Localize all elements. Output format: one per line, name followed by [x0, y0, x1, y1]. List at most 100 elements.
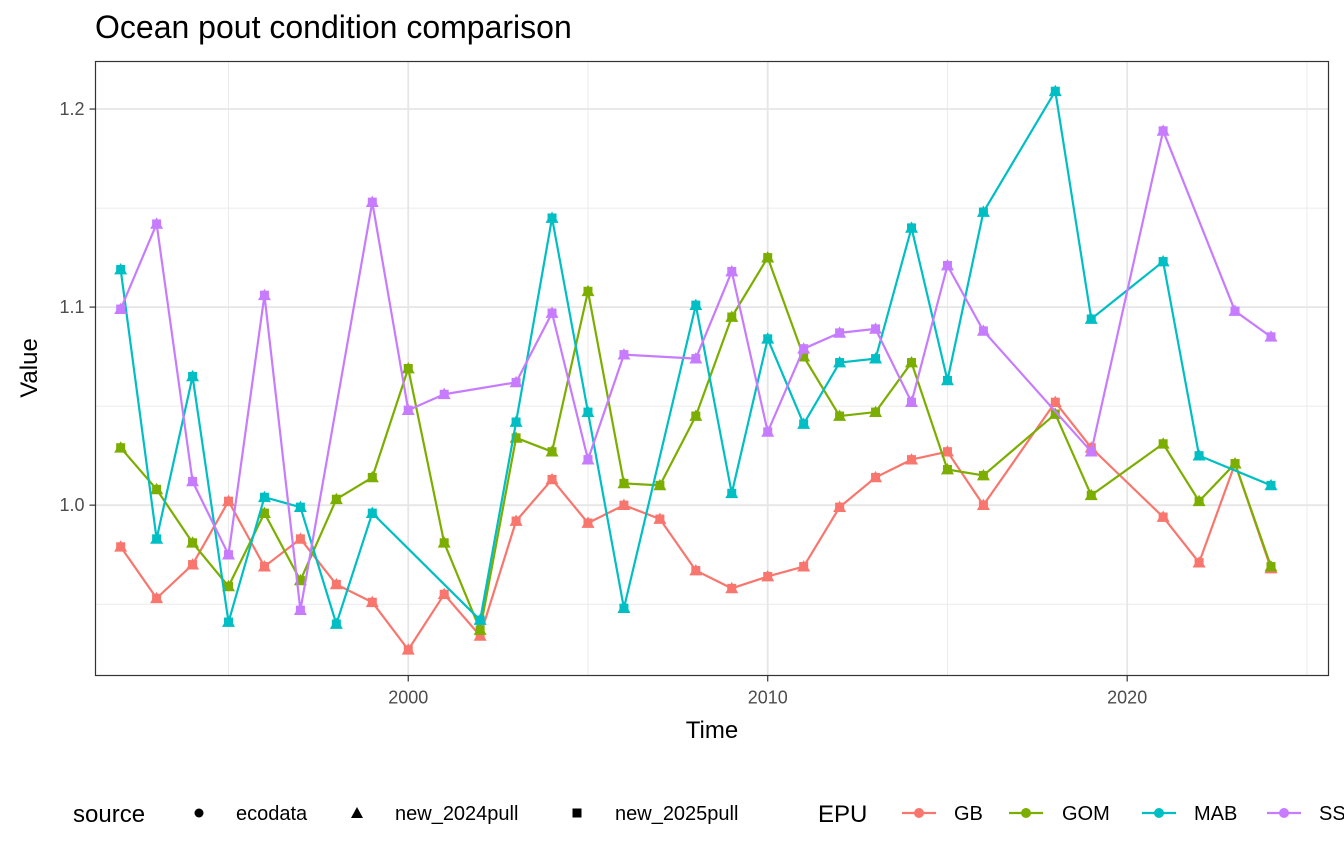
data-point-square — [295, 605, 305, 615]
data-point-square — [367, 197, 377, 207]
data-point-square — [547, 308, 557, 318]
data-point-square — [116, 542, 126, 552]
data-point-square — [439, 589, 449, 599]
data-point-square — [691, 354, 701, 364]
series-line-gb — [119, 401, 1273, 651]
y-axis-title: Value — [16, 338, 43, 398]
data-point-square — [978, 470, 988, 480]
data-point-square — [295, 502, 305, 512]
data-point-square — [1158, 257, 1168, 267]
legend-label: GB — [954, 803, 983, 825]
data-point-square — [942, 261, 952, 271]
legend-item-ecodata: ecodata — [194, 803, 308, 825]
legend-key-circle — [194, 808, 204, 818]
data-point-square — [1266, 480, 1276, 490]
data-point-square — [907, 397, 917, 407]
data-point-square — [152, 593, 162, 603]
data-point-square — [116, 304, 126, 314]
data-point-square — [655, 480, 665, 490]
data-point-square — [188, 538, 198, 548]
data-point-square — [403, 645, 413, 655]
data-point-square — [547, 213, 557, 223]
legend-epu-title: EPU — [818, 801, 867, 828]
legend-key-point — [914, 808, 924, 818]
data-point-square — [835, 411, 845, 421]
legend-label: MAB — [1194, 803, 1237, 825]
data-point-square — [547, 474, 557, 484]
legend-key-triangle — [351, 807, 363, 818]
legend-label: SS — [1319, 803, 1344, 825]
x-tick-label: 2010 — [748, 688, 788, 708]
data-point-square — [583, 518, 593, 528]
series-gb — [114, 395, 1278, 655]
data-point-square — [835, 358, 845, 368]
data-point-square — [116, 443, 126, 453]
legend-source-title: source — [73, 801, 145, 828]
data-point-square — [871, 407, 881, 417]
data-point-square — [331, 579, 341, 589]
legend-label: ecodata — [236, 803, 308, 825]
data-point-square — [1050, 86, 1060, 96]
x-tick-label: 2000 — [388, 688, 428, 708]
data-point-square — [691, 566, 701, 576]
data-point-square — [942, 465, 952, 475]
data-point-square — [978, 326, 988, 336]
legend-item-new_2025pull: new_2025pull — [572, 803, 738, 825]
data-point-square — [619, 478, 629, 488]
legend-item-gom: GOM — [1009, 803, 1110, 825]
data-point-square — [475, 631, 485, 641]
data-point-square — [799, 344, 809, 354]
data-point-square — [763, 571, 773, 581]
y-tick-label: 1.2 — [59, 99, 84, 119]
data-point-square — [835, 502, 845, 512]
data-point-square — [259, 492, 269, 502]
data-point-square — [188, 476, 198, 486]
data-point-square — [439, 389, 449, 399]
data-point-square — [871, 354, 881, 364]
data-point-square — [188, 371, 198, 381]
data-point-square — [907, 223, 917, 233]
data-point-square — [475, 625, 485, 635]
data-point-square — [619, 350, 629, 360]
data-point-square — [367, 597, 377, 607]
data-point-square — [1194, 451, 1204, 461]
data-point-square — [727, 312, 737, 322]
data-point-square — [367, 508, 377, 518]
data-point-square — [1158, 126, 1168, 136]
data-point-square — [942, 375, 952, 385]
series-mab — [114, 84, 1278, 629]
data-point-square — [511, 433, 521, 443]
data-point-square — [259, 290, 269, 300]
x-axis: 2000 2010 2020 — [388, 675, 1147, 708]
data-point-square — [763, 334, 773, 344]
data-point-square — [331, 619, 341, 629]
data-point-square — [942, 447, 952, 457]
data-point-square — [1266, 332, 1276, 342]
data-point-square — [259, 562, 269, 572]
data-point-square — [691, 411, 701, 421]
data-point-square — [259, 508, 269, 518]
data-point-square — [295, 534, 305, 544]
data-point-square — [367, 472, 377, 482]
data-point-square — [152, 534, 162, 544]
data-point-square — [1158, 439, 1168, 449]
legend-label: new_2025pull — [615, 803, 738, 825]
series-layer — [114, 84, 1278, 655]
data-point-square — [152, 219, 162, 229]
data-point-square — [1050, 397, 1060, 407]
x-axis-title: Time — [686, 717, 738, 744]
data-point-square — [224, 496, 234, 506]
legend-key-point — [1154, 808, 1164, 818]
data-point-square — [475, 615, 485, 625]
legend-key-square — [572, 808, 582, 818]
legend: source ecodata new_2024pull new_2025pull EPU… — [73, 801, 1344, 828]
data-point-square — [691, 300, 701, 310]
y-tick-label: 1.0 — [59, 495, 84, 515]
legend-item-ss: SS — [1267, 803, 1344, 825]
data-point-square — [439, 538, 449, 548]
data-point-square — [727, 266, 737, 276]
legend-item-new_2024pull: new_2024pull — [351, 803, 518, 825]
data-point-square — [1230, 459, 1240, 469]
data-point-square — [224, 550, 234, 560]
